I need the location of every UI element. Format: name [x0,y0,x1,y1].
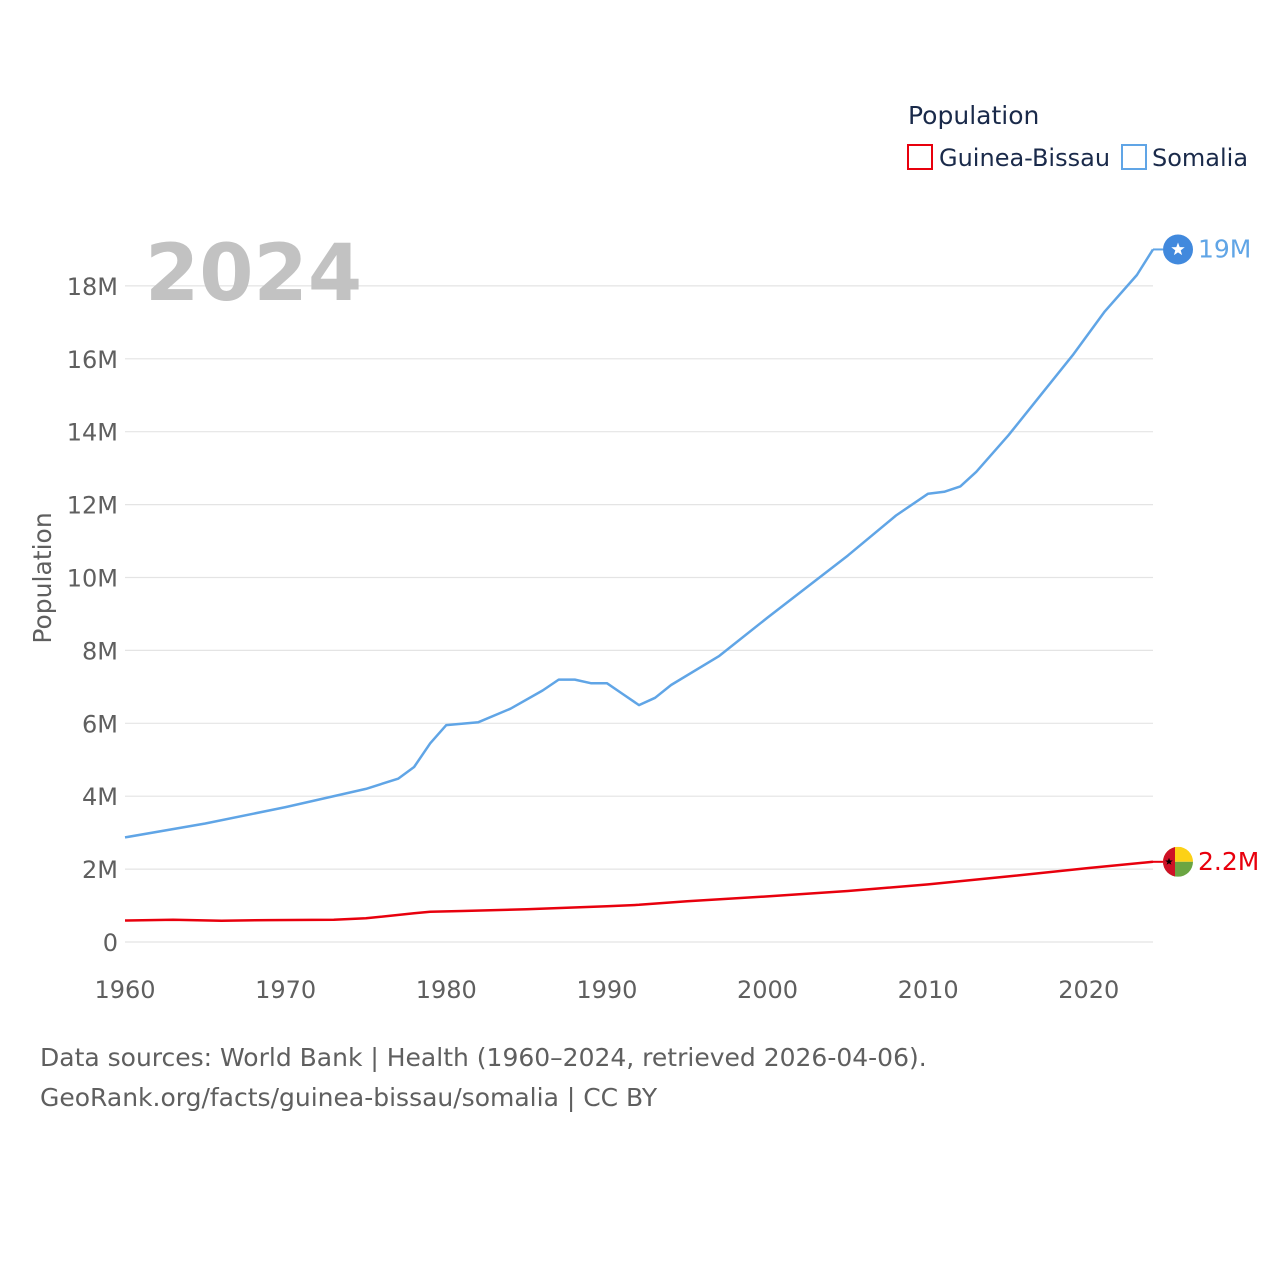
legend-label-guinea-bissau: Guinea-Bissau [939,144,1110,172]
x-tick-label: 1960 [94,976,155,1004]
y-tick-label: 16M [67,346,118,374]
y-tick-label: 0 [103,929,118,957]
gridlines [125,285,1153,943]
y-tick-label: 8M [82,637,118,665]
x-tick-label: 1990 [576,976,637,1004]
guinea-bissau-end-label: 2.2M [1198,847,1259,876]
x-tick-label: 1980 [416,976,477,1004]
data-sources-note: Data sources: World Bank | Health (1960–… [40,1043,927,1072]
x-axis-ticks: 1960 1970 1980 1990 2000 2010 2020 [94,976,1119,1004]
y-tick-label: 18M [67,273,118,301]
guinea-bissau-flag-icon [1163,846,1193,877]
legend-swatch-guinea-bissau [907,144,933,170]
somalia-end-label: 19M [1198,234,1251,263]
attribution-link[interactable]: GeoRank.org/facts/guinea-bissau/somalia … [40,1083,658,1112]
y-tick-label: 4M [82,783,118,811]
series-line-guinea-bissau [124,860,1154,922]
x-tick-label: 2000 [737,976,798,1004]
y-axis-ticks: 0 2M 4M 6M 8M 10M 12M 14M 16M 18M [67,273,118,957]
guinea-bissau-end-marker: 2.2M [1153,846,1259,877]
y-tick-label: 12M [67,492,118,520]
legend-label-somalia: Somalia [1152,144,1248,172]
y-axis-title: Population [28,512,57,643]
series-line-somalia [124,248,1155,839]
x-tick-label: 2020 [1058,976,1119,1004]
legend-item-guinea-bissau[interactable]: Guinea-Bissau [907,144,1110,172]
x-tick-label: 2010 [898,976,959,1004]
population-line-chart: 0 2M 4M 6M 8M 10M 12M 14M 16M 18M 1960 1970 1980 199… [28,101,1259,1004]
y-tick-label: 6M [82,710,118,738]
legend-swatch-somalia [1121,144,1147,170]
y-tick-label: 10M [67,565,118,593]
legend-title: Population [908,101,1039,130]
somalia-flag-icon [1163,234,1193,265]
y-tick-label: 14M [67,419,118,447]
x-tick-label: 1970 [255,976,316,1004]
somalia-end-marker: 19M [1153,234,1251,265]
legend-item-somalia[interactable]: Somalia [1121,144,1248,172]
series-lines [124,248,1155,922]
legend: Population Guinea-Bissau Somalia [907,101,1248,172]
year-label: 2024 [145,229,362,319]
y-tick-label: 2M [82,856,118,884]
